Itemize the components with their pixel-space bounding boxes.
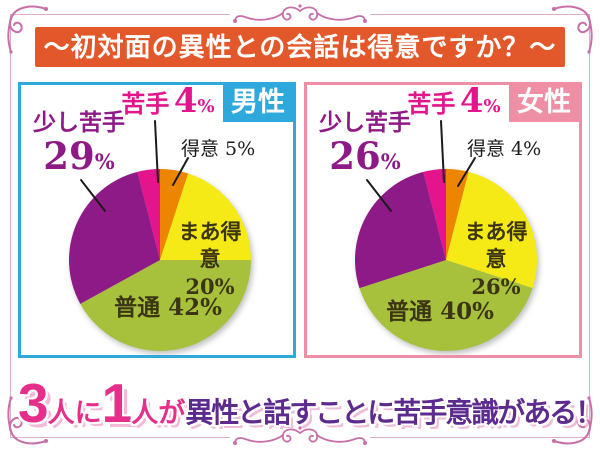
- callout-nigate-unit: %: [483, 96, 501, 117]
- callout-sukoshi-unit: %: [380, 149, 401, 174]
- headline-segment: 人: [131, 398, 159, 428]
- female-chart-body: 女性 苦手 4% 得意 4% 少し苦手 26% まあ得意 26% 普通 40%: [307, 81, 579, 355]
- slice-label-maa: まあ得意 26%: [456, 218, 536, 300]
- female-tag: 女性: [509, 85, 579, 123]
- pie-slice-得意: [160, 169, 189, 260]
- callout-tokui: 得意 5%: [181, 138, 256, 160]
- pie-slice-普通: [80, 260, 251, 351]
- callout-sukoshi-unit: %: [94, 149, 115, 174]
- slice-label-maa-line1: まあ得意: [178, 219, 242, 272]
- center-flourish-icon: [230, 3, 370, 27]
- slice-label-maa-line1: まあ得意: [464, 219, 528, 272]
- headline: 3人に1人が異性と話すことに苦手意識がある！: [18, 371, 600, 435]
- corner-flourish-icon: [552, 396, 598, 448]
- male-pie-chart: [69, 120, 251, 351]
- callout-nigate-value: 4: [173, 81, 198, 121]
- callout-sukoshi: 少し苦手 26%: [311, 103, 419, 176]
- chart-panels: 男性 苦手 4% 得意 5% 少し苦手 29% まあ得意 20% 普通 42% 女性…: [18, 81, 582, 358]
- male-chart-body: 男性 苦手 4% 得意 5% 少し苦手 29% まあ得意 20% 普通 42%: [21, 81, 293, 355]
- headline-segment: 人に: [47, 398, 102, 428]
- callout-sukoshi-label: 少し苦手: [33, 109, 125, 135]
- pie-slice-まあ得意: [160, 173, 251, 260]
- callout-sukoshi-value: 26: [329, 134, 381, 178]
- callout-nigate: 苦手 4%: [379, 81, 529, 121]
- callout-nigate-label: 苦手: [121, 91, 170, 118]
- page-title: 〜初対面の異性との会話は得意ですか？〜: [35, 27, 565, 67]
- headline-segment: 1: [101, 372, 133, 434]
- headline-segment: 3: [18, 372, 49, 434]
- callout-sukoshi-label: 少し苦手: [319, 109, 411, 135]
- corner-flourish-icon: [2, 396, 48, 448]
- leader-line-tokui: [172, 157, 189, 186]
- pie-slice-得意: [446, 169, 469, 260]
- pie-slice-普通: [359, 260, 533, 352]
- female-pie-chart: [354, 120, 538, 352]
- corner-flourish-icon: [552, 2, 598, 54]
- callout-sukoshi: 少し苦手 29%: [25, 103, 133, 176]
- leader-line-nigate: [440, 120, 445, 183]
- male-chart-panel: 男性 苦手 4% 得意 5% 少し苦手 29% まあ得意 20% 普通 42%: [18, 81, 296, 358]
- callout-nigate: 苦手 4%: [93, 81, 243, 121]
- pie-slice-少し苦手: [354, 171, 446, 289]
- leader-line-sukoshi: [366, 179, 392, 212]
- pie-slice-少し苦手: [69, 171, 160, 304]
- slice-label-maa: まあ得意 20%: [170, 218, 250, 300]
- leader-line-nigate: [154, 120, 159, 183]
- slice-label-futsu: 普通 42%: [114, 294, 222, 321]
- callout-nigate-label: 苦手: [407, 91, 456, 118]
- center-flourish-icon: [230, 425, 370, 449]
- headline-segment: 異性と話すことに苦手意識がある！: [185, 397, 600, 428]
- female-chart-panel: 女性 苦手 4% 得意 4% 少し苦手 26% まあ得意 26% 普通 40%: [304, 81, 582, 358]
- pie-slice-苦手: [423, 169, 446, 260]
- pie-slice-苦手: [137, 169, 160, 260]
- infographic: 〜初対面の異性との会話は得意ですか？〜 男性 苦手 4% 得意 5% 少し苦手 2…: [18, 27, 600, 435]
- male-tag: 男性: [223, 85, 293, 123]
- headline-segment: が: [158, 398, 186, 428]
- leader-line-tokui: [457, 157, 476, 187]
- slice-label-maa-line2: 26%: [471, 273, 521, 299]
- slice-label-futsu: 普通 40%: [386, 298, 494, 325]
- callout-sukoshi-value: 29: [43, 134, 95, 178]
- callout-nigate-unit: %: [197, 96, 215, 117]
- corner-flourish-icon: [2, 2, 48, 54]
- callout-nigate-value: 4: [459, 81, 484, 121]
- leader-line-sukoshi: [80, 179, 106, 212]
- callout-tokui: 得意 4%: [467, 138, 542, 160]
- pie-slice-まあ得意: [446, 171, 538, 289]
- slice-label-maa-line2: 20%: [185, 273, 235, 299]
